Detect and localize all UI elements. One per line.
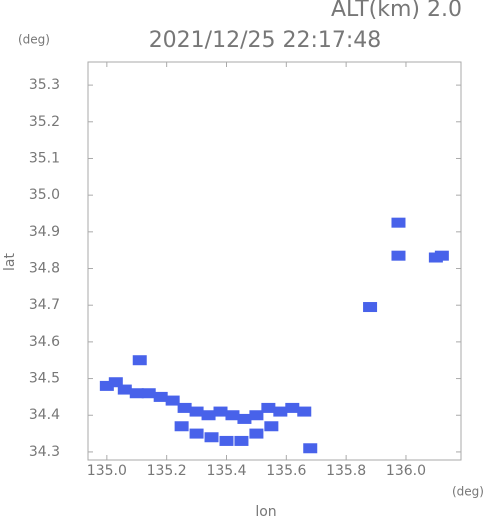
x-tick-label: 135.0 (87, 463, 127, 479)
y-tick-label: 34.6 (29, 334, 60, 350)
echo-cell (264, 421, 279, 432)
echo-cell (174, 421, 189, 432)
y-tick-label: 34.4 (29, 407, 60, 423)
echo-cell (141, 388, 156, 399)
echo-cell (189, 428, 204, 439)
y-tick-label: 34.7 (29, 297, 60, 313)
echo-cell (117, 384, 132, 395)
echo-cell (391, 217, 406, 228)
y-axis-label: lat (2, 253, 18, 271)
echo-cell (237, 413, 252, 424)
x-tick-label: 135.4 (206, 463, 246, 479)
echo-cell (249, 410, 264, 421)
echo-cell (297, 406, 312, 417)
y-tick-label: 34.8 (29, 261, 60, 277)
echo-cell (177, 402, 192, 413)
echo-cell (434, 250, 449, 261)
echo-cell (234, 435, 249, 446)
echo-cell (225, 410, 240, 421)
echo-cell (285, 402, 300, 413)
y-tick-label: 35.1 (29, 150, 60, 166)
echo-cell (391, 250, 406, 261)
y-tick-label: 34.3 (29, 444, 60, 460)
echo-cell (204, 432, 219, 443)
x-tick-label: 135.8 (326, 463, 366, 479)
y-tick-label: 34.9 (29, 224, 60, 240)
plot-frame (87, 61, 462, 461)
echo-cell (303, 443, 318, 454)
y-tick-label: 35.3 (29, 77, 60, 93)
echo-cell (165, 395, 180, 406)
echo-cell (201, 410, 216, 421)
x-tick-label: 135.6 (266, 463, 306, 479)
y-unit: (deg) (18, 33, 50, 47)
y-tick-label: 34.5 (29, 371, 60, 387)
chart-title: 2021/12/25 22:17:48 (149, 28, 382, 53)
x-unit: (deg) (452, 485, 484, 499)
echo-cell (153, 391, 168, 402)
echo-cell (99, 380, 114, 391)
x-axis-label: lon (255, 504, 276, 520)
y-tick-label: 35.2 (29, 114, 60, 130)
x-tick-label: 136.0 (386, 463, 426, 479)
echo-cell (132, 355, 147, 366)
echo-cell (213, 406, 228, 417)
echo-cell (189, 406, 204, 417)
echo-cell (273, 406, 288, 417)
echo-cell (108, 377, 123, 388)
echo-cell (363, 302, 378, 313)
echo-cell (219, 435, 234, 446)
x-tick-label: 135.2 (147, 463, 187, 479)
echo-cell (129, 388, 144, 399)
y-tick-label: 35.0 (29, 187, 60, 203)
altitude-label: ALT(km) 2.0 (331, 0, 462, 22)
echo-cell (249, 428, 264, 439)
echo-cell (261, 402, 276, 413)
